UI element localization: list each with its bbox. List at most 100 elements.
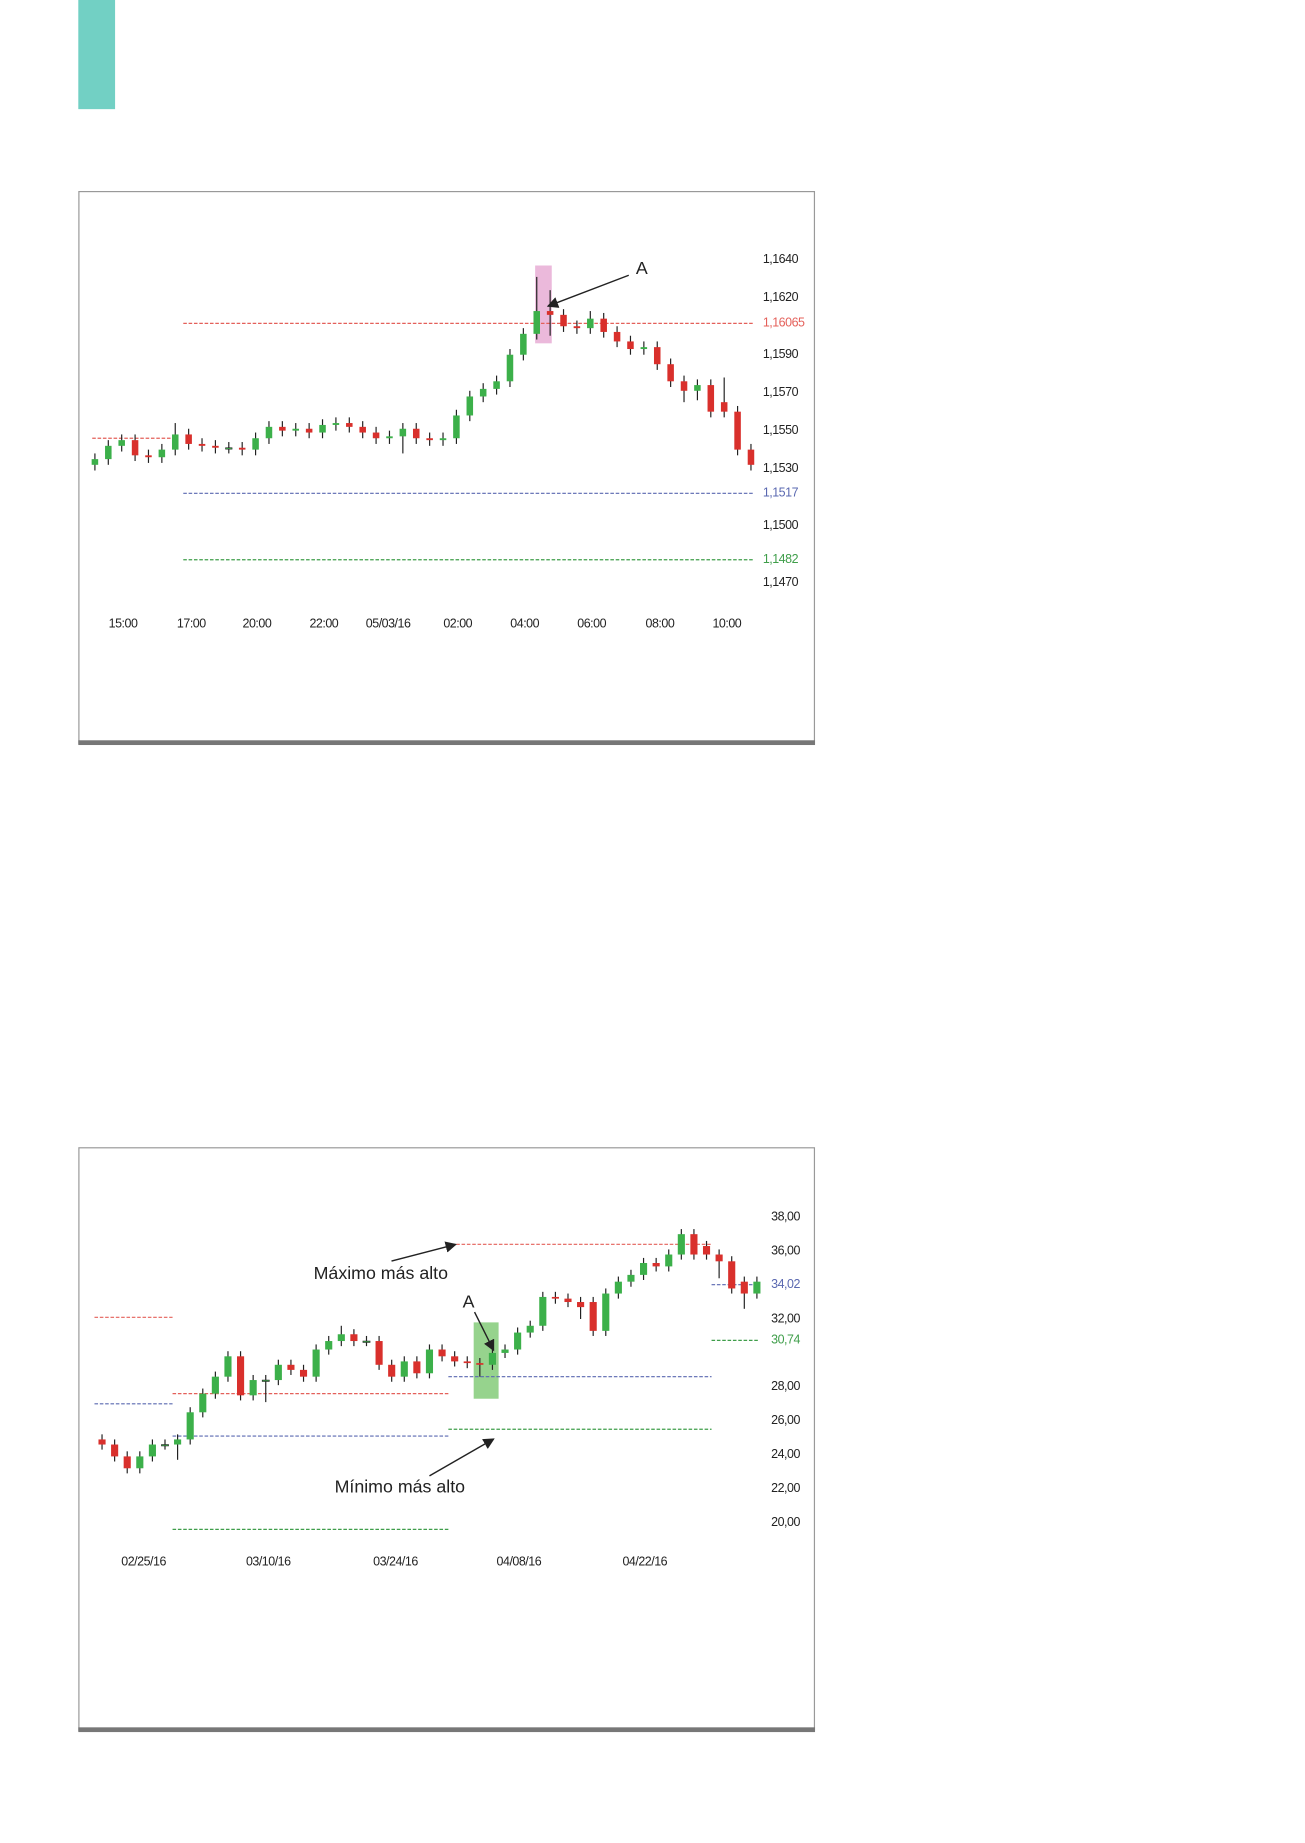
x-tick-label: 04/22/16 — [623, 1555, 668, 1569]
candle-body — [212, 445, 219, 448]
annotation: A — [636, 258, 648, 278]
x-tick-label: 03/24/16 — [373, 1555, 418, 1569]
candle-body — [174, 1439, 182, 1445]
candle-body — [533, 311, 541, 334]
candle-body — [158, 449, 166, 458]
candle-body — [613, 331, 621, 342]
y-tick-label: 36,00 — [771, 1243, 800, 1257]
candle-body — [600, 318, 607, 332]
candle-body — [238, 447, 246, 450]
annotation: A — [463, 1291, 475, 1311]
y-tick-label: 24,00 — [771, 1447, 800, 1461]
candle-body — [639, 1263, 648, 1275]
y-tick-label: 1,1470 — [763, 575, 799, 589]
x-tick-label: 03/10/16 — [246, 1555, 291, 1569]
candle-body — [249, 1380, 257, 1396]
annotation-arrow — [429, 1438, 495, 1477]
candle-body — [261, 1379, 270, 1382]
candle-body — [252, 438, 259, 450]
candle-body — [720, 402, 728, 412]
candle-body — [346, 423, 353, 427]
candle-body — [388, 1364, 396, 1377]
candle-body — [118, 440, 125, 446]
candle-body — [359, 426, 366, 433]
candle-body — [299, 1369, 308, 1377]
candle-body — [476, 1363, 484, 1365]
candle-body — [325, 1341, 333, 1350]
candle-body — [305, 428, 313, 433]
x-tick-label: 08:00 — [646, 616, 675, 630]
y-tick-label: 1,1570 — [763, 385, 799, 399]
y-tick-label: 26,00 — [771, 1413, 800, 1427]
candle-body — [520, 333, 527, 355]
candle-body — [493, 381, 500, 389]
candle-body — [412, 428, 420, 439]
candle-body — [640, 347, 648, 350]
candle-body — [546, 311, 554, 315]
candle-body — [677, 1234, 685, 1255]
chart-frame — [78, 191, 816, 744]
candle-body — [653, 347, 661, 365]
candle-body — [400, 1361, 408, 1377]
candle-body — [702, 1246, 711, 1255]
candle-body — [652, 1263, 660, 1267]
candle-body — [362, 1340, 371, 1343]
candle-body — [506, 354, 514, 382]
candle-body — [453, 415, 460, 439]
x-tick-label: 02:00 — [443, 616, 472, 630]
candle-body — [198, 443, 206, 446]
candle-body — [747, 449, 755, 465]
candle-body — [526, 1325, 534, 1333]
candle-body — [426, 438, 433, 441]
candle-body — [514, 1332, 522, 1350]
y-tick-label: 32,00 — [771, 1311, 800, 1325]
y-tick-label: 20,00 — [771, 1515, 800, 1529]
candle-body — [560, 314, 567, 327]
y-tick-label: 1,1500 — [763, 518, 799, 532]
candle-body — [602, 1293, 610, 1331]
candle-body — [319, 424, 326, 433]
annotation: Máximo más alto — [314, 1263, 448, 1283]
level-label: 1,16065 — [763, 316, 805, 330]
candle-body — [337, 1334, 345, 1342]
annotation-arrow — [391, 1241, 457, 1262]
candle-body — [105, 445, 112, 460]
x-tick-label: 22:00 — [309, 616, 338, 630]
candle-body — [463, 1361, 471, 1364]
candle-body — [199, 1393, 207, 1413]
candle-body — [715, 1254, 723, 1262]
candle-body — [573, 326, 581, 329]
candle-body — [564, 1298, 572, 1303]
candle-body — [274, 1364, 282, 1381]
candle-body — [91, 459, 99, 465]
x-tick-label: 20:00 — [243, 616, 272, 630]
candle-body — [131, 440, 139, 456]
y-tick-label: 1,1640 — [763, 252, 799, 266]
candle-body — [501, 1349, 509, 1353]
frame-bar — [78, 740, 816, 746]
candle-body — [439, 438, 447, 441]
candle-body — [589, 1302, 597, 1331]
candle-body — [386, 436, 393, 439]
candle-body — [728, 1261, 736, 1289]
candle-body — [425, 1349, 434, 1374]
y-tick-label: 1,1620 — [763, 290, 799, 304]
candle-body — [312, 1349, 320, 1377]
candle-body — [479, 388, 487, 397]
level-label: 34,02 — [771, 1277, 800, 1291]
frame-bar — [78, 1727, 816, 1733]
x-tick-label: 15:00 — [109, 616, 138, 630]
candle-body — [707, 385, 715, 412]
candle-body — [488, 1352, 496, 1365]
candle-body — [279, 426, 286, 431]
x-tick-label: 05/03/16 — [366, 616, 411, 630]
section-tab — [78, 0, 116, 110]
candle-body — [148, 1444, 156, 1457]
candle-body — [740, 1281, 748, 1294]
candle-body — [292, 428, 300, 431]
candle-body — [171, 434, 179, 450]
candle-body — [237, 1356, 245, 1396]
candle-body — [466, 396, 474, 416]
